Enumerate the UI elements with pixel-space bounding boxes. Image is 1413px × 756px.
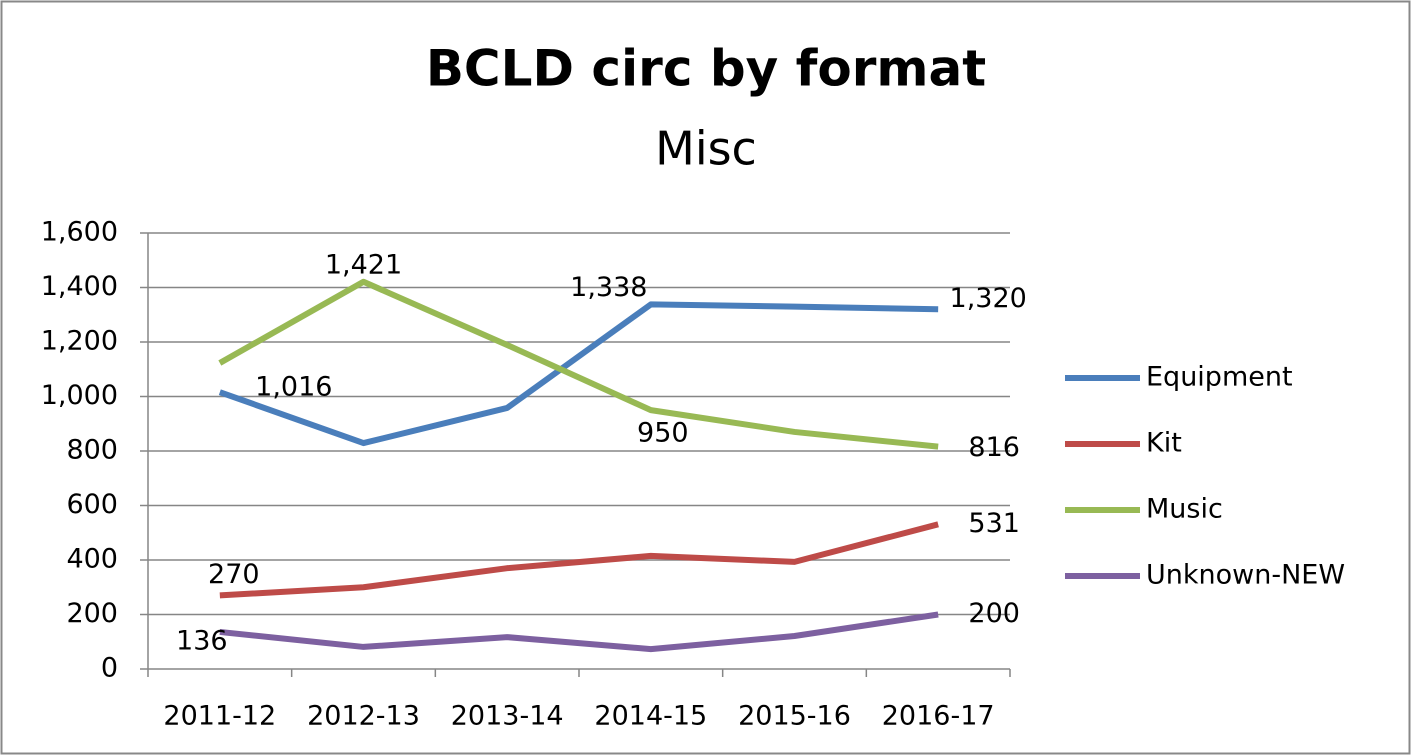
y-tick-label: 1,000 bbox=[41, 380, 118, 411]
y-tick-label: 0 bbox=[101, 653, 118, 684]
line-series bbox=[218, 278, 939, 450]
data-label: 1,421 bbox=[325, 249, 402, 280]
x-tick-label: 2012-13 bbox=[307, 701, 420, 732]
data-label: 531 bbox=[968, 508, 1020, 539]
y-tick-label: 1,600 bbox=[41, 217, 118, 248]
chart-title: BCLD circ by format bbox=[426, 40, 986, 98]
y-tick-label: 1,400 bbox=[41, 271, 118, 302]
y-tick-label: 200 bbox=[66, 598, 118, 629]
chart-subtitle: Misc bbox=[655, 122, 757, 176]
x-tick-label: 2016-17 bbox=[882, 701, 995, 732]
data-label: 816 bbox=[968, 432, 1020, 463]
data-label: 1,338 bbox=[570, 272, 647, 303]
x-tick-label: 2014-15 bbox=[594, 701, 707, 732]
legend-label: Kit bbox=[1146, 428, 1182, 459]
legend-label: Music bbox=[1146, 494, 1223, 525]
legend-label: Unknown-NEW bbox=[1146, 560, 1345, 591]
y-tick-label: 1,200 bbox=[41, 326, 118, 357]
data-label: 1,320 bbox=[950, 283, 1027, 314]
x-tick-label: 2015-16 bbox=[738, 701, 851, 732]
data-label: 270 bbox=[208, 559, 260, 590]
data-label: 200 bbox=[968, 598, 1020, 629]
line-series bbox=[219, 521, 939, 599]
y-tick-label: 800 bbox=[66, 435, 118, 466]
line-series bbox=[219, 611, 939, 653]
data-label: 950 bbox=[637, 418, 689, 449]
legend-label: Equipment bbox=[1146, 362, 1293, 393]
line-series bbox=[218, 301, 939, 447]
x-tick-label: 2011-12 bbox=[163, 701, 276, 732]
y-tick-label: 400 bbox=[66, 544, 118, 575]
y-tick-label: 600 bbox=[66, 489, 118, 520]
data-label: 136 bbox=[176, 625, 228, 656]
data-label: 1,016 bbox=[255, 372, 332, 403]
x-tick-label: 2013-14 bbox=[451, 701, 564, 732]
